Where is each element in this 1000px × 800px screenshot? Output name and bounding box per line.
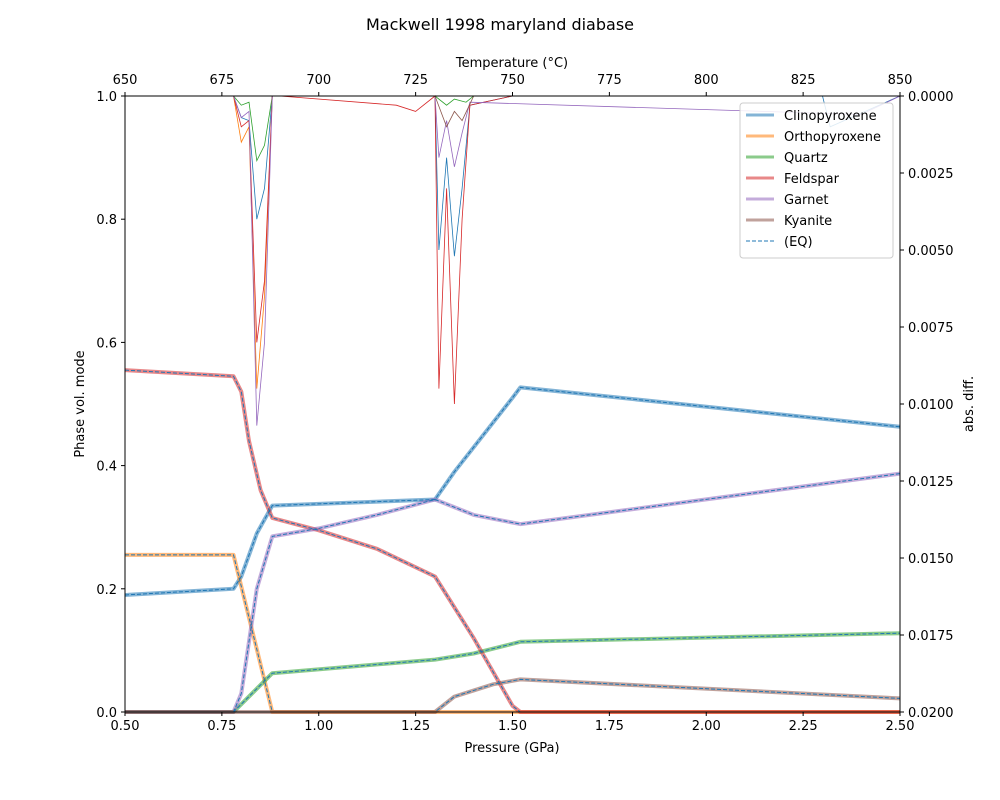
legend: Clinopyroxene Orthopyroxene Quartz Feldspar… [739, 102, 894, 259]
right-tick-label: 0.0075 [908, 321, 954, 336]
x-tick-label: 0.50 [111, 719, 140, 734]
y-tick-label: 0.4 [96, 460, 117, 475]
legend-label-eq: (EQ) [784, 235, 813, 250]
diff-line-feldspar [233, 95, 900, 405]
top-tick-label: 800 [694, 73, 719, 88]
top-tick-label: 675 [209, 73, 234, 88]
right-tick-label: 0.0200 [908, 706, 954, 721]
legend-label-orthopyroxene: Orthopyroxene [784, 130, 881, 145]
eq-line-garnet [125, 473, 901, 713]
top-tick-label: 725 [403, 73, 428, 88]
top-tick-label: 750 [500, 73, 525, 88]
eq-line-clinopyroxene [124, 386, 901, 596]
right-tick-label: 0.0175 [908, 629, 954, 644]
top-tick-label: 650 [113, 73, 138, 88]
legend-box [739, 102, 894, 259]
right-tick-label: 0.0050 [908, 244, 954, 259]
right-tick-label: 0.0000 [908, 90, 954, 105]
y-tick-label: 0.8 [96, 213, 117, 228]
top-axis-label: Temperature (°C) [455, 56, 568, 71]
right-tick-label: 0.0025 [908, 167, 954, 182]
legend-label-quartz: Quartz [784, 151, 828, 166]
x-tick-label: 0.75 [207, 719, 236, 734]
chart-title: Mackwell 1998 maryland diabase [366, 15, 634, 34]
x-tick-label: 2.25 [789, 719, 818, 734]
top-tick-label: 700 [306, 73, 331, 88]
top-tick-label: 775 [597, 73, 622, 88]
x-tick-label: 1.50 [498, 719, 527, 734]
legend-label-garnet: Garnet [784, 193, 829, 208]
legend-label-kyanite: Kyanite [784, 214, 832, 229]
x-tick-label: 1.25 [401, 719, 430, 734]
x-tick-label: 2.00 [692, 719, 721, 734]
right-axis-label: abs. diff. [962, 376, 977, 432]
right-tick-label: 0.0100 [908, 398, 954, 413]
top-tick-label: 825 [791, 73, 816, 88]
right-tick-label: 0.0150 [908, 552, 954, 567]
right-tick-label: 0.0125 [908, 475, 954, 490]
y-tick-label: 1.0 [96, 90, 117, 105]
x-tick-label: 1.75 [595, 719, 624, 734]
legend-label-clinopyroxene: Clinopyroxene [784, 109, 877, 124]
y-tick-label: 0.6 [96, 336, 117, 351]
x-axis-label: Pressure (GPa) [464, 741, 559, 756]
y-tick-label: 0.0 [96, 706, 117, 721]
legend-label-feldspar: Feldspar [784, 172, 840, 187]
top-tick-label: 850 [888, 73, 913, 88]
y-tick-label: 0.2 [96, 583, 117, 598]
y-axis-label: Phase vol. mode [73, 350, 88, 457]
axes: 0.50 0.75 1.00 1.25 1.50 1.75 2.00 2.25 2.50 650 6… [96, 73, 953, 734]
x-tick-label: 1.00 [304, 719, 333, 734]
x-tick-label: 2.50 [886, 719, 915, 734]
